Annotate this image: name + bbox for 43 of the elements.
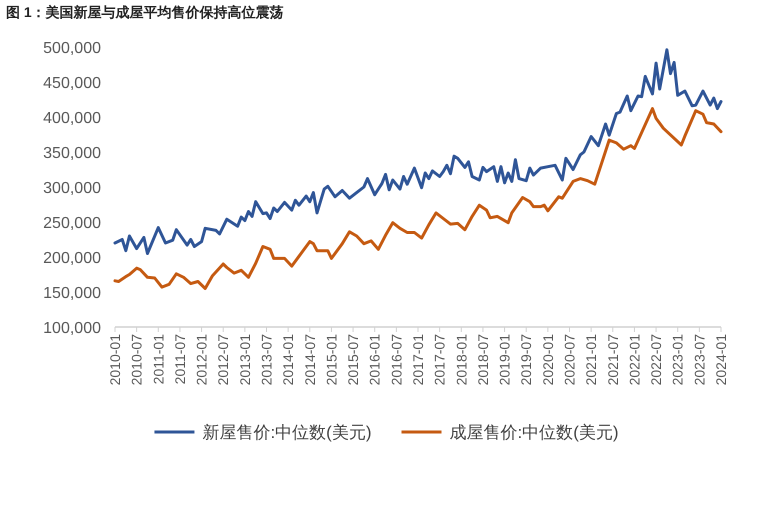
x-tick-label: 2014-07 xyxy=(302,334,318,386)
x-tick-label: 2011-01 xyxy=(150,334,166,384)
y-tick-label: 250,000 xyxy=(43,215,102,232)
x-tick-label: 2013-07 xyxy=(258,334,274,386)
x-tick-label: 2010-01 xyxy=(107,334,123,386)
x-tick-label: 2022-07 xyxy=(648,334,664,386)
x-tick-label: 2020-01 xyxy=(540,334,556,386)
line-series xyxy=(114,107,722,290)
x-tick-label: 2016-07 xyxy=(388,334,404,386)
x-tick-label: 2014-01 xyxy=(280,334,296,386)
x-tick-label: 2018-01 xyxy=(453,334,470,386)
x-tick-label: 2013-01 xyxy=(236,334,253,386)
x-tick-label: 2015-01 xyxy=(323,334,340,386)
x-tick-label: 2015-07 xyxy=(345,334,362,386)
x-tick-label: 2017-07 xyxy=(432,334,448,386)
x-tick-label: 2020-07 xyxy=(562,334,578,386)
y-tick-label: 100,000 xyxy=(43,320,102,337)
y-tick-label: 200,000 xyxy=(43,250,102,267)
x-tick-label: 2021-01 xyxy=(583,334,600,386)
y-tick-label: 350,000 xyxy=(43,145,102,162)
x-tick-label: 2023-01 xyxy=(670,334,686,386)
x-tick-label: 2010-07 xyxy=(128,334,145,386)
x-tick-label: 2024-01 xyxy=(713,334,729,386)
x-tick-label: 2012-01 xyxy=(194,334,210,386)
x-tick-label: 2017-01 xyxy=(410,334,426,386)
y-tick-label: 500,000 xyxy=(43,40,102,57)
x-tick-label: 2023-07 xyxy=(691,334,708,386)
y-tick-label: 300,000 xyxy=(43,180,102,197)
x-tick-label: 2012-07 xyxy=(215,334,232,386)
line-series xyxy=(114,48,722,255)
chart-title: 图 1：美国新屋与成屋平均售价保持高位震荡 xyxy=(6,4,284,20)
x-tick-label: 2016-01 xyxy=(366,334,383,386)
x-tick-label: 2019-07 xyxy=(518,334,534,386)
x-tick-label: 2019-01 xyxy=(496,334,513,386)
y-tick-label: 150,000 xyxy=(43,285,102,302)
y-tick-label: 450,000 xyxy=(43,75,102,92)
x-tick-label: 2018-07 xyxy=(474,334,491,386)
x-tick-label: 2022-01 xyxy=(626,334,642,386)
legend-label: 成屋售价:中位数(美元) xyxy=(450,423,619,442)
y-tick-label: 400,000 xyxy=(43,110,102,127)
x-tick-label: 2021-07 xyxy=(604,334,621,386)
x-tick-label: 2011-07 xyxy=(172,334,188,384)
legend-label: 新屋售价:中位数(美元) xyxy=(202,423,372,442)
